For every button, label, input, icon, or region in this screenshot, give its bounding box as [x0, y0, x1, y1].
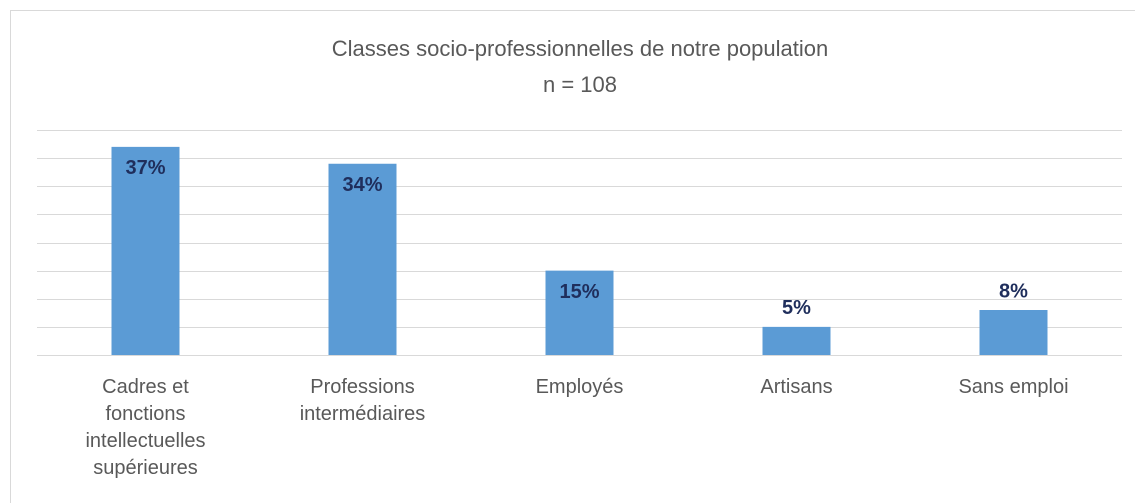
chart-border [10, 10, 1135, 503]
bar [328, 163, 397, 355]
x-tick-label: Artisans [760, 376, 833, 398]
data-label: 5% [782, 297, 811, 319]
data-label: 15% [559, 281, 599, 303]
data-label: 37% [125, 157, 165, 179]
bar [762, 326, 831, 355]
chart-title: Classes socio-professionnelles de notre … [332, 36, 829, 61]
bar [111, 146, 180, 355]
x-tick-label: Sans emploi [958, 376, 1069, 398]
chart-subtitle: n = 108 [543, 72, 617, 97]
x-tick-label: Employés [535, 376, 624, 398]
x-tick-label: Cadres et fonctions intellectuelles supé… [85, 376, 206, 479]
bar [979, 310, 1048, 355]
bar [545, 270, 614, 355]
data-label: 34% [342, 174, 382, 196]
x-tick-label: Professions intermédiaires [299, 376, 426, 425]
data-label: 8% [999, 280, 1028, 302]
